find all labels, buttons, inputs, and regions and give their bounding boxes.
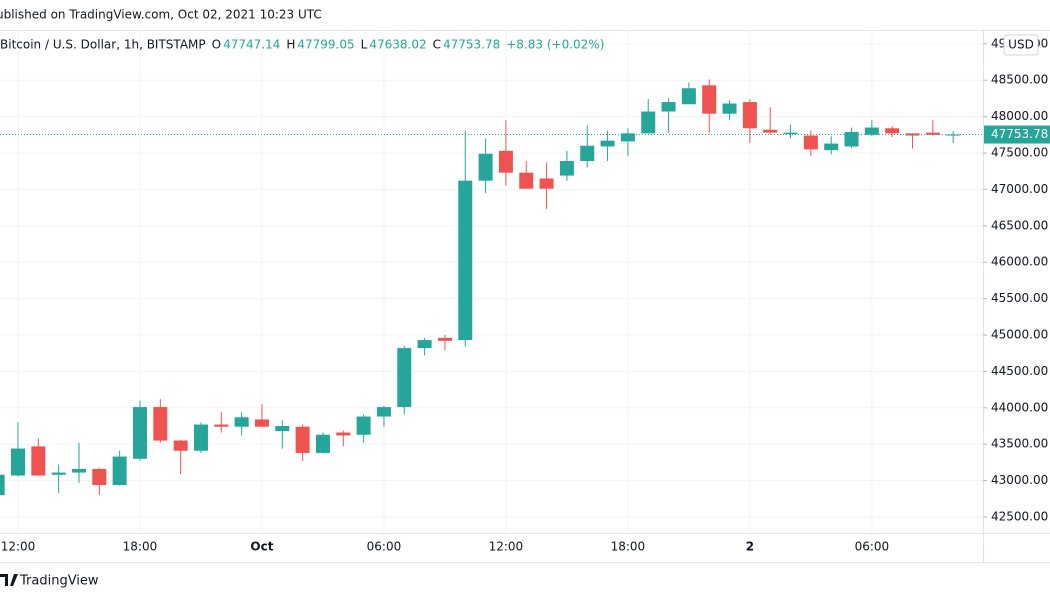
currency-label: USD xyxy=(1008,38,1034,52)
x-tick-label: 06:00 xyxy=(855,540,890,554)
candle-body xyxy=(641,111,656,134)
x-tick-label: 12:00 xyxy=(489,540,524,554)
candle-body xyxy=(620,133,635,142)
y-tick-label: 44000.00 xyxy=(991,400,1048,414)
candle-body xyxy=(559,161,574,176)
candle-body xyxy=(946,134,961,136)
candle-body xyxy=(234,417,249,427)
x-tick-label: 2 xyxy=(746,540,754,554)
x-tick-label: 06:00 xyxy=(367,540,402,554)
y-tick-label: 46000.00 xyxy=(991,255,1048,269)
candle-body xyxy=(417,340,432,349)
candle-body xyxy=(31,446,46,476)
change: +8.83 (+0.02%) xyxy=(506,38,604,52)
candle-body xyxy=(824,143,839,151)
candle-body xyxy=(681,88,696,105)
ohlc-value: 47753.78 xyxy=(443,38,500,52)
ohlc-letter: L xyxy=(361,38,368,52)
candle-body xyxy=(315,434,330,453)
candle-body xyxy=(803,135,818,150)
candle-body xyxy=(844,131,859,147)
x-tick-label: Oct xyxy=(250,540,273,554)
candle-body xyxy=(214,424,229,427)
candle-body xyxy=(295,426,310,453)
candle-body xyxy=(112,456,127,485)
candle-body xyxy=(580,145,595,162)
candles xyxy=(0,79,961,496)
ohlc-value: 47799.05 xyxy=(297,38,354,52)
currency-box xyxy=(1003,34,1039,56)
candle-body xyxy=(92,468,107,485)
candle-body xyxy=(600,140,615,147)
candle-body xyxy=(722,103,737,114)
candle-body xyxy=(397,348,412,408)
candle-body xyxy=(51,472,66,475)
candle-body xyxy=(0,474,5,496)
candle-body xyxy=(254,419,269,427)
candle-body xyxy=(742,102,757,129)
candle-body xyxy=(376,407,391,417)
x-tick-label: 12:00 xyxy=(1,540,36,554)
candle-body xyxy=(478,153,493,181)
y-tick-label: 48000.00 xyxy=(991,109,1048,123)
y-tick-label: 45000.00 xyxy=(991,328,1048,342)
ohlc-value: 47747.14 xyxy=(223,38,280,52)
candle-body xyxy=(153,407,168,441)
candle-body xyxy=(336,432,351,436)
candle-body xyxy=(519,172,534,189)
candle-body xyxy=(661,102,676,112)
candle-body xyxy=(885,128,900,134)
candle-body xyxy=(783,132,798,135)
candle-body xyxy=(925,132,940,135)
candle-body xyxy=(71,468,86,473)
candle-body xyxy=(356,416,371,435)
candle-body xyxy=(702,85,717,114)
y-tick-label: 45500.00 xyxy=(991,291,1048,305)
y-tick-label: 43500.00 xyxy=(991,437,1048,451)
y-tick-label: 44500.00 xyxy=(991,364,1048,378)
candle-body xyxy=(864,127,879,135)
candle-body xyxy=(763,129,778,133)
y-tick-label: 48500.00 xyxy=(991,73,1048,87)
y-tick-label: 46500.00 xyxy=(991,218,1048,232)
legend: Bitcoin / U.S. Dollar, 1h, BITSTAMP O 4774… xyxy=(0,38,604,52)
symbol: Bitcoin / U.S. Dollar, 1h, BITSTAMP xyxy=(0,38,206,52)
grid xyxy=(0,30,983,533)
candle-body xyxy=(458,180,473,341)
ohlc-letter: H xyxy=(286,38,295,52)
y-tick-label: 42500.00 xyxy=(991,509,1048,523)
x-tick-label: 18:00 xyxy=(611,540,646,554)
candle-body xyxy=(437,337,452,341)
candle-body xyxy=(173,440,188,451)
last-price-label: 47753.78 xyxy=(991,127,1048,141)
candle-body xyxy=(498,150,513,173)
candle-body xyxy=(275,425,290,432)
y-tick-label: 43000.00 xyxy=(991,473,1048,487)
brand: TradingView xyxy=(19,574,99,589)
ohlc-value: 47638.02 xyxy=(369,38,426,52)
x-tick-label: 18:00 xyxy=(123,540,158,554)
footer-logo: TradingView xyxy=(0,574,99,589)
candle-body xyxy=(193,424,208,451)
last-price-box xyxy=(984,125,1050,144)
candle-body xyxy=(132,407,147,459)
ohlc-letter: C xyxy=(433,38,441,52)
y-tick-label: 47500.00 xyxy=(991,146,1048,160)
y-tick-label: 47000.00 xyxy=(991,182,1048,196)
published-note: ublished on TradingView.com, Oct 02, 202… xyxy=(0,8,322,22)
candle-body xyxy=(539,178,554,189)
ohlc-letter: O xyxy=(212,38,221,52)
candle-body xyxy=(11,448,25,476)
